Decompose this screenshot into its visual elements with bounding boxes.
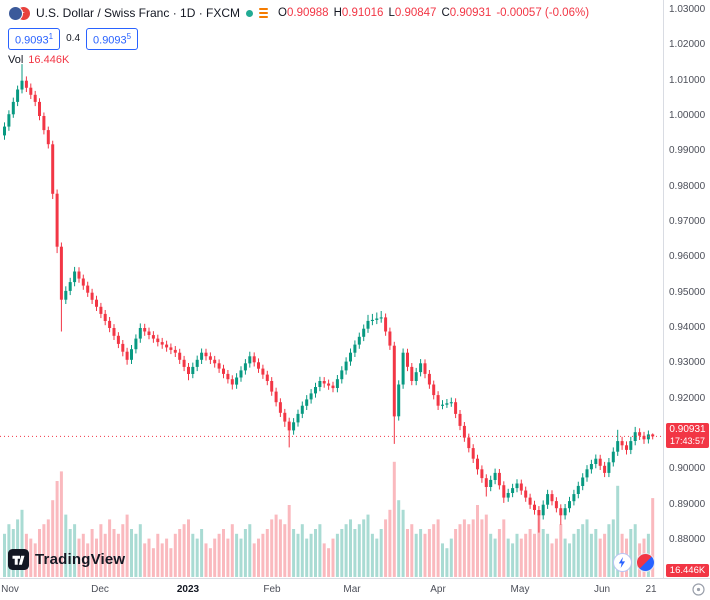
- time-tick: Jun: [593, 584, 611, 595]
- tradingview-logo[interactable]: TradingView: [8, 549, 125, 570]
- time-tick: 21: [645, 584, 657, 595]
- candles: [3, 64, 655, 533]
- price-tick: 1.01000: [669, 74, 706, 86]
- price-tick: 1.03000: [669, 4, 706, 15]
- tradingview-logo-icon: [8, 549, 29, 570]
- price-tick: 0.94000: [669, 322, 706, 333]
- volume-axis-label: 16.446K: [666, 564, 709, 577]
- bid-ask-row: 0.90931 0.4 0.90935: [8, 28, 139, 50]
- time-tick: May: [510, 584, 530, 595]
- last-price-label: 0.90931 17:43:57: [666, 423, 709, 449]
- time-axis[interactable]: Nov Dec 2023 Feb Mar Apr May Jun 21: [0, 578, 710, 600]
- price-tick: 0.96000: [669, 251, 706, 263]
- price-tick: 0.88000: [669, 534, 706, 545]
- tradingview-logo-text: TradingView: [35, 551, 126, 568]
- symbol-title[interactable]: U.S. Dollar / Swiss Franc · 1D · FXCM: [36, 6, 241, 20]
- sell-button[interactable]: 0.90931: [8, 28, 61, 50]
- sentiment-icon[interactable]: [636, 553, 655, 572]
- last-price-value: 0.90931: [669, 424, 706, 436]
- volume-label: Vol: [8, 54, 24, 66]
- price-tick: 0.89000: [669, 498, 706, 510]
- price-tick: 0.93000: [669, 357, 706, 369]
- price-tick: 0.90000: [669, 463, 706, 475]
- buy-button[interactable]: 0.90935: [86, 28, 139, 50]
- change-value: -0.00057 (-0.06%): [496, 7, 590, 19]
- price-tick: 0.92000: [669, 392, 706, 404]
- bar-countdown: 17:43:57: [669, 436, 706, 447]
- time-tick: Dec: [91, 584, 109, 595]
- candlestick-chart[interactable]: [0, 0, 663, 578]
- price-tick: 0.97000: [669, 216, 706, 227]
- currency-pair-flags-icon: +: [8, 6, 31, 21]
- time-tick: Mar: [343, 584, 361, 595]
- price-tick: 1.00000: [669, 110, 706, 121]
- price-axis[interactable]: 0.90931 17:43:57 16.446K 1.03000 1.02000 1…: [663, 0, 710, 578]
- ohlc-values: O0.90988 H0.91016 L0.90847 C0.90931 -0.0…: [278, 7, 590, 19]
- scale-settings-icon[interactable]: [691, 582, 706, 597]
- quick-trade-lightning-icon[interactable]: [613, 553, 632, 572]
- price-tick: 1.02000: [669, 39, 706, 51]
- quick-menu-icon[interactable]: [259, 8, 269, 18]
- volume-legend: Vol 16.446K: [8, 54, 69, 66]
- symbol-legend: + U.S. Dollar / Swiss Franc · 1D · FXCM …: [8, 6, 590, 21]
- time-tick: Nov: [1, 584, 19, 595]
- market-status-icon[interactable]: [246, 9, 254, 17]
- floating-buttons: [613, 553, 655, 572]
- time-tick: Apr: [430, 584, 446, 595]
- volume-bars: [3, 461, 655, 577]
- price-tick: 0.99000: [669, 145, 706, 157]
- time-tick: Feb: [263, 584, 281, 595]
- volume-value: 16.446K: [28, 54, 70, 66]
- spread-value: 0.4: [66, 33, 81, 45]
- price-tick: 0.98000: [669, 180, 706, 192]
- price-tick: 0.95000: [669, 286, 706, 298]
- time-tick: 2023: [176, 584, 200, 595]
